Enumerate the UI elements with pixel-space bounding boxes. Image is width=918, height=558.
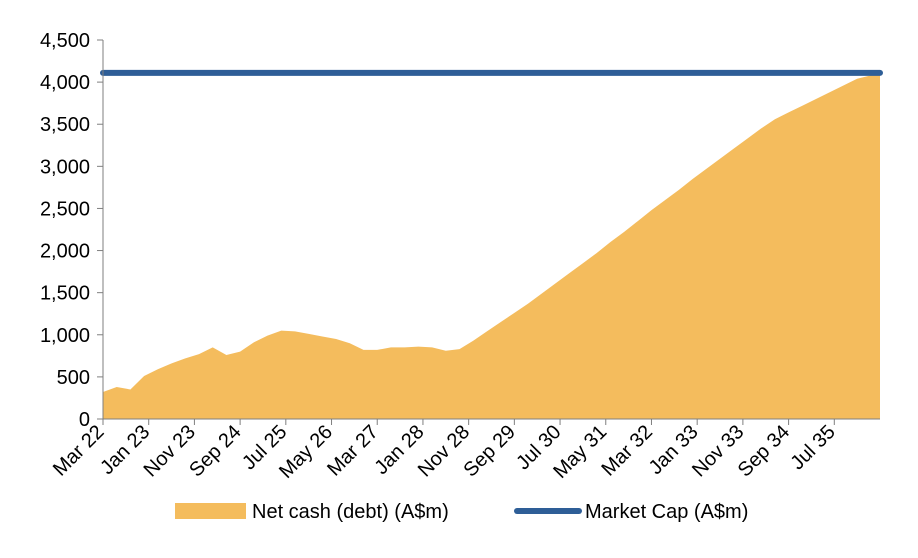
y-tick-label: 2,000: [40, 241, 90, 263]
y-tick-label: 3,500: [40, 114, 90, 136]
net-cash-area: [103, 72, 880, 420]
y-axis: 0 500 1,000 1,500 2,000 2,500 3,000 3,500 4,000 4…: [40, 30, 104, 431]
x-tick-label: Jul 35: [787, 421, 840, 474]
y-tick-label: 500: [57, 367, 90, 389]
y-tick-label: 3,000: [40, 156, 90, 178]
plot-area: [100, 69, 883, 420]
y-tick-label: 1,500: [40, 283, 90, 305]
x-tick-label: Sep 29: [460, 421, 520, 481]
x-tick-label: Sep 24: [185, 421, 245, 481]
legend-swatch-net-cash: [175, 503, 246, 519]
y-tick-label: 4,500: [40, 30, 90, 52]
legend: Net cash (debt) (A$m) Market Cap (A$m): [175, 501, 748, 523]
x-tick-label: Mar 27: [323, 421, 383, 481]
x-tick-label: Mar 32: [597, 421, 657, 481]
x-tick-label: Sep 34: [734, 421, 794, 481]
y-tick-label: 0: [79, 409, 90, 431]
y-tick-label: 2,500: [40, 198, 90, 220]
legend-label-market-cap: Market Cap (A$m): [585, 501, 748, 523]
y-tick-label: 1,000: [40, 325, 90, 347]
legend-label-net-cash: Net cash (debt) (A$m): [252, 501, 449, 523]
y-tick-label: 4,000: [40, 72, 90, 94]
